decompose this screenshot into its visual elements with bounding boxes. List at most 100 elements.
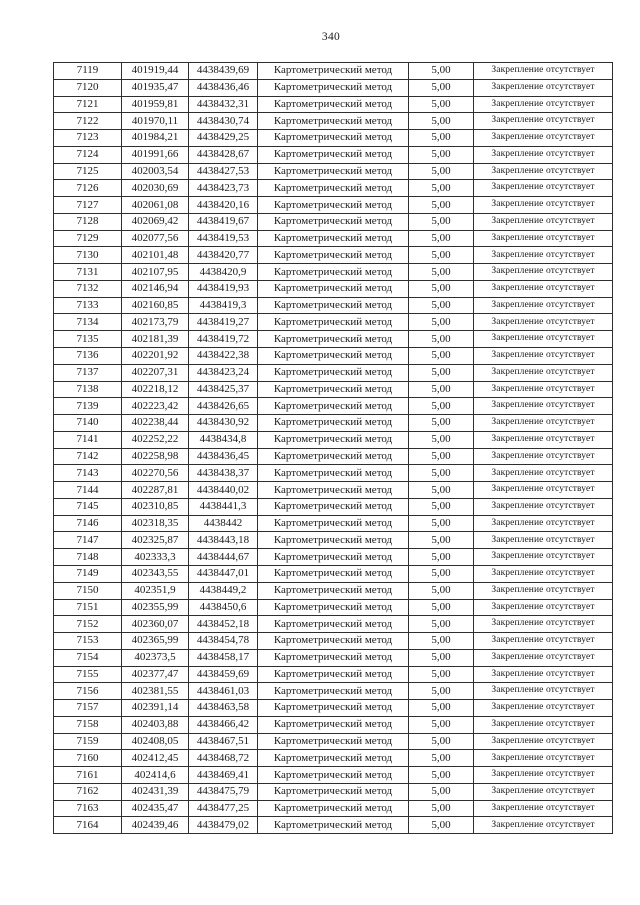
cell-method: Картометрический метод <box>257 564 409 583</box>
table-row: 7141 402252,22 4438434,8 Картометрический м… <box>53 430 613 449</box>
cell-coordinate-y: 4438423,73 <box>188 179 258 198</box>
table-row: 7153 402365,99 4438454,78 Картометрический … <box>53 632 613 650</box>
cell-coordinate-x: 401970,11 <box>121 112 189 131</box>
cell-precision: 5,00 <box>408 615 474 634</box>
cell-point-id: 7162 <box>53 782 122 801</box>
cell-point-id: 7150 <box>53 581 122 600</box>
cell-coordinate-y: 4438479,02 <box>188 816 258 835</box>
cell-precision: 5,00 <box>408 564 474 583</box>
cell-coordinate-y: 4438430,92 <box>188 414 258 432</box>
cell-method: Картометрический метод <box>257 430 409 449</box>
cell-coordinate-y: 4438469,41 <box>188 766 258 784</box>
cell-method: Картометрический метод <box>257 196 409 214</box>
cell-fixation: Закрепление отсутствует <box>473 279 613 298</box>
cell-precision: 5,00 <box>408 62 474 80</box>
table-row: 7120 401935,47 4438436,46 Картометрический … <box>53 78 613 97</box>
cell-coordinate-y: 4438444,67 <box>188 548 258 566</box>
cell-method: Картометрический метод <box>257 665 409 684</box>
cell-point-id: 7141 <box>53 430 122 449</box>
cell-precision: 5,00 <box>408 296 474 315</box>
cell-fixation: Закрепление отсутствует <box>473 112 613 131</box>
table-row: 7129 402077,56 4438419,53 Картометрический … <box>53 229 613 248</box>
table-row: 7145 402310,85 4438441,3 Картометрический м… <box>53 497 613 516</box>
table-row: 7119 401919,44 4438439,69 Картометрический … <box>53 62 613 80</box>
cell-fixation: Закрепление отсутствует <box>473 129 613 147</box>
table-row: 7160 402412,45 4438468,72 Картометрический … <box>53 749 613 768</box>
cell-coordinate-x: 402403,88 <box>121 715 189 734</box>
cell-point-id: 7160 <box>53 749 122 768</box>
cell-coordinate-y: 4438420,77 <box>188 246 258 265</box>
cell-precision: 5,00 <box>408 380 474 399</box>
cell-point-id: 7126 <box>53 179 122 198</box>
cell-precision: 5,00 <box>408 78 474 97</box>
cell-coordinate-x: 402414,6 <box>121 766 189 784</box>
cell-point-id: 7147 <box>53 531 122 550</box>
cell-coordinate-y: 4438428,67 <box>188 145 258 164</box>
cell-coordinate-y: 4438434,8 <box>188 430 258 449</box>
cell-fixation: Закрепление отсутствует <box>473 313 613 332</box>
cell-method: Картометрический метод <box>257 313 409 332</box>
cell-coordinate-x: 402101,48 <box>121 246 189 265</box>
cell-point-id: 7128 <box>53 212 122 231</box>
cell-coordinate-y: 4438466,42 <box>188 715 258 734</box>
cell-fixation: Закрепление отсутствует <box>473 196 613 214</box>
table-row: 7127 402061,08 4438420,16 Картометрический … <box>53 196 613 214</box>
table-row: 7131 402107,95 4438420,9 Картометрический м… <box>53 263 613 281</box>
cell-fixation: Закрепление отсутствует <box>473 497 613 516</box>
cell-coordinate-x: 402381,55 <box>121 682 189 701</box>
table-row: 7130 402101,48 4438420,77 Картометрический … <box>53 246 613 265</box>
table-row: 7159 402408,05 4438467,51 Картометрический … <box>53 732 613 751</box>
cell-fixation: Закрепление отсутствует <box>473 615 613 634</box>
cell-point-id: 7123 <box>53 129 122 147</box>
cell-coordinate-x: 402287,81 <box>121 481 189 499</box>
cell-fixation: Закрепление отсутствует <box>473 715 613 734</box>
cell-coordinate-y: 4438442 <box>188 514 258 533</box>
cell-precision: 5,00 <box>408 95 474 114</box>
cell-method: Картометрический метод <box>257 715 409 734</box>
table-row: 7124 401991,66 4438428,67 Картометрический … <box>53 145 613 164</box>
table-row: 7138 402218,12 4438425,37 Картометрический … <box>53 380 613 399</box>
cell-coordinate-x: 402325,87 <box>121 531 189 550</box>
cell-point-id: 7135 <box>53 330 122 349</box>
cell-coordinate-y: 4438468,72 <box>188 749 258 768</box>
table-row: 7161 402414,6 4438469,41 Картометрический м… <box>53 766 613 784</box>
cell-precision: 5,00 <box>408 263 474 281</box>
table-row: 7155 402377,47 4438459,69 Картометрический … <box>53 665 613 684</box>
cell-point-id: 7145 <box>53 497 122 516</box>
cell-coordinate-y: 4438419,67 <box>188 212 258 231</box>
table-row: 7139 402223,42 4438426,65 Картометрический … <box>53 397 613 416</box>
cell-method: Картометрический метод <box>257 112 409 131</box>
cell-coordinate-x: 402408,05 <box>121 732 189 751</box>
cell-method: Картометрический метод <box>257 682 409 701</box>
cell-point-id: 7129 <box>53 229 122 248</box>
cell-fixation: Закрепление отсутствует <box>473 347 613 365</box>
cell-precision: 5,00 <box>408 347 474 365</box>
cell-method: Картометрический метод <box>257 263 409 281</box>
cell-precision: 5,00 <box>408 682 474 701</box>
cell-fixation: Закрепление отсутствует <box>473 212 613 231</box>
cell-method: Картометрический метод <box>257 212 409 231</box>
cell-coordinate-x: 402223,42 <box>121 397 189 416</box>
cell-fixation: Закрепление отсутствует <box>473 766 613 784</box>
cell-coordinate-y: 4438443,18 <box>188 531 258 550</box>
cell-point-id: 7149 <box>53 564 122 583</box>
table-row: 7121 401959,81 4438432,31 Картометрический … <box>53 95 613 114</box>
cell-precision: 5,00 <box>408 497 474 516</box>
cell-point-id: 7146 <box>53 514 122 533</box>
table-row: 7137 402207,31 4438423,24 Картометрический … <box>53 363 613 382</box>
cell-point-id: 7153 <box>53 632 122 650</box>
cell-method: Картометрический метод <box>257 145 409 164</box>
cell-fixation: Закрепление отсутствует <box>473 363 613 382</box>
cell-precision: 5,00 <box>408 112 474 131</box>
cell-coordinate-x: 402391,14 <box>121 699 189 717</box>
cell-precision: 5,00 <box>408 229 474 248</box>
cell-point-id: 7122 <box>53 112 122 131</box>
table-row: 7143 402270,56 4438438,37 Картометрический … <box>53 464 613 483</box>
cell-fixation: Закрепление отсутствует <box>473 782 613 801</box>
cell-method: Картометрический метод <box>257 380 409 399</box>
cell-precision: 5,00 <box>408 632 474 650</box>
cell-precision: 5,00 <box>408 330 474 349</box>
coordinate-points-table: 7119 401919,44 4438439,69 Картометрический … <box>53 62 613 835</box>
table-row: 7158 402403,88 4438466,42 Картометрический … <box>53 715 613 734</box>
cell-point-id: 7144 <box>53 481 122 499</box>
